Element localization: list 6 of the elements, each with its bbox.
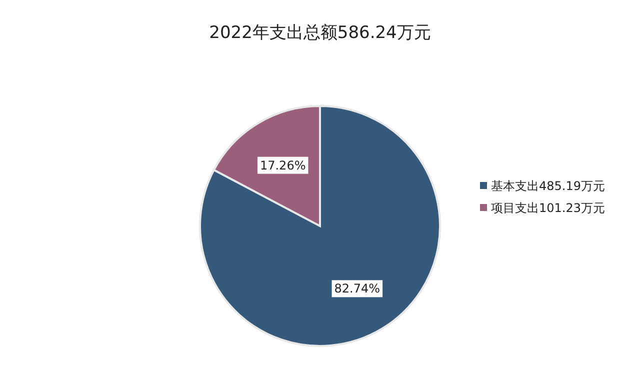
pie-slice [199, 105, 441, 347]
chart-title: 2022年支出总额586.24万元 [209, 23, 431, 43]
data-label: 17.26% [260, 158, 306, 172]
legend-label: 基本支出485.19万元 [491, 179, 605, 193]
legend-label: 项目支出101.23万元 [491, 201, 605, 215]
data-label: 82.74% [334, 282, 380, 296]
